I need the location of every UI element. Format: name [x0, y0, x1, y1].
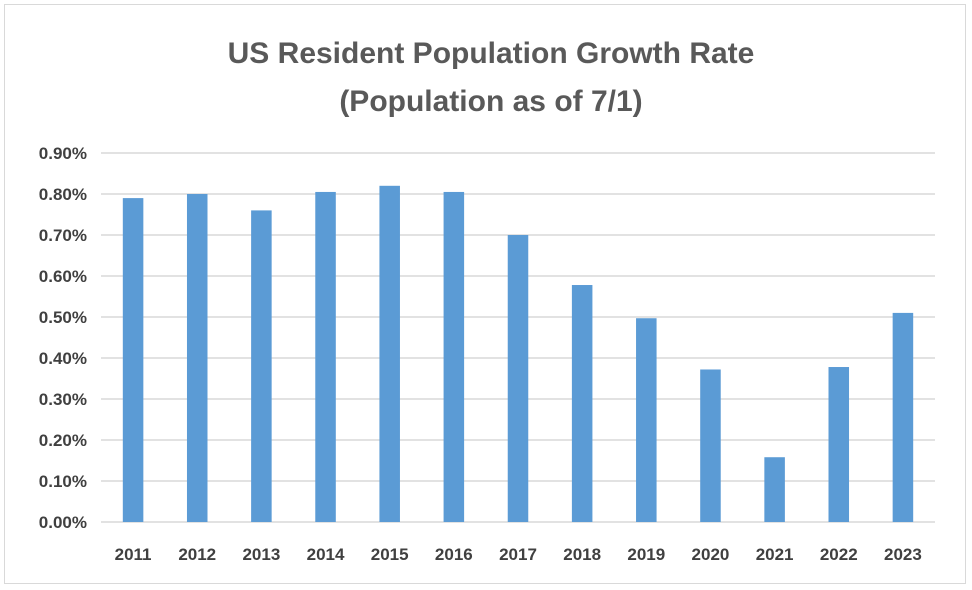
bar-2020 — [700, 369, 721, 522]
chart-title-line-1: US Resident Population Growth Rate — [228, 37, 755, 70]
x-tick-label: 2021 — [756, 545, 794, 564]
y-tick-label: 0.30% — [39, 390, 87, 409]
x-tick-label: 2014 — [307, 545, 345, 564]
chart-frame: US Resident Population Growth Rate (Popu… — [4, 4, 966, 584]
y-tick-label: 0.70% — [39, 226, 87, 245]
x-tick-label: 2017 — [499, 545, 537, 564]
y-tick-label: 0.20% — [39, 431, 87, 450]
x-tick-label: 2016 — [435, 545, 473, 564]
x-tick-label: 2020 — [692, 545, 730, 564]
x-tick-label: 2012 — [178, 545, 216, 564]
x-tick-label: 2015 — [371, 545, 409, 564]
x-tick-label: 2013 — [242, 545, 280, 564]
y-tick-label: 0.60% — [39, 267, 87, 286]
bar-2021 — [764, 457, 785, 522]
bar-2011 — [122, 198, 144, 522]
bar-2017 — [507, 235, 529, 522]
bar-2013 — [251, 210, 272, 522]
chart-title: US Resident Population Growth Rate (Popu… — [228, 37, 755, 118]
y-tick-label: 0.50% — [39, 308, 87, 327]
x-tick-label: 2022 — [820, 545, 858, 564]
chart-title-line-2: (Population as of 7/1) — [339, 85, 642, 118]
x-axis-tick-labels: 2011 2012 2013 2014 2015 2016 2017 2018 2019 2020… — [115, 545, 922, 564]
x-tick-label: 2018 — [563, 545, 601, 564]
bar-2012 — [186, 194, 208, 522]
x-tick-label: 2011 — [115, 545, 152, 564]
y-tick-label: 0.90% — [39, 144, 87, 163]
y-axis-tick-labels: 0.00% 0.10% 0.20% 0.30% 0.40% 0.50% 0.60% 0.70%… — [39, 144, 87, 532]
bar-2016 — [443, 191, 465, 522]
bar-2022 — [828, 367, 850, 522]
bar-2014 — [315, 191, 336, 522]
bar-2018 — [571, 285, 593, 522]
y-tick-label: 0.40% — [39, 349, 87, 368]
y-tick-label: 0.80% — [39, 185, 87, 204]
bar-2015 — [379, 185, 400, 523]
y-tick-label: 0.00% — [39, 513, 87, 532]
y-tick-label: 0.10% — [39, 472, 87, 491]
x-tick-label: 2019 — [627, 545, 665, 564]
x-tick-label: 2023 — [884, 545, 922, 564]
bar-chart: US Resident Population Growth Rate (Popu… — [39, 37, 935, 564]
bars — [122, 185, 914, 523]
bar-2023 — [892, 312, 914, 522]
bar-2019 — [636, 318, 657, 522]
